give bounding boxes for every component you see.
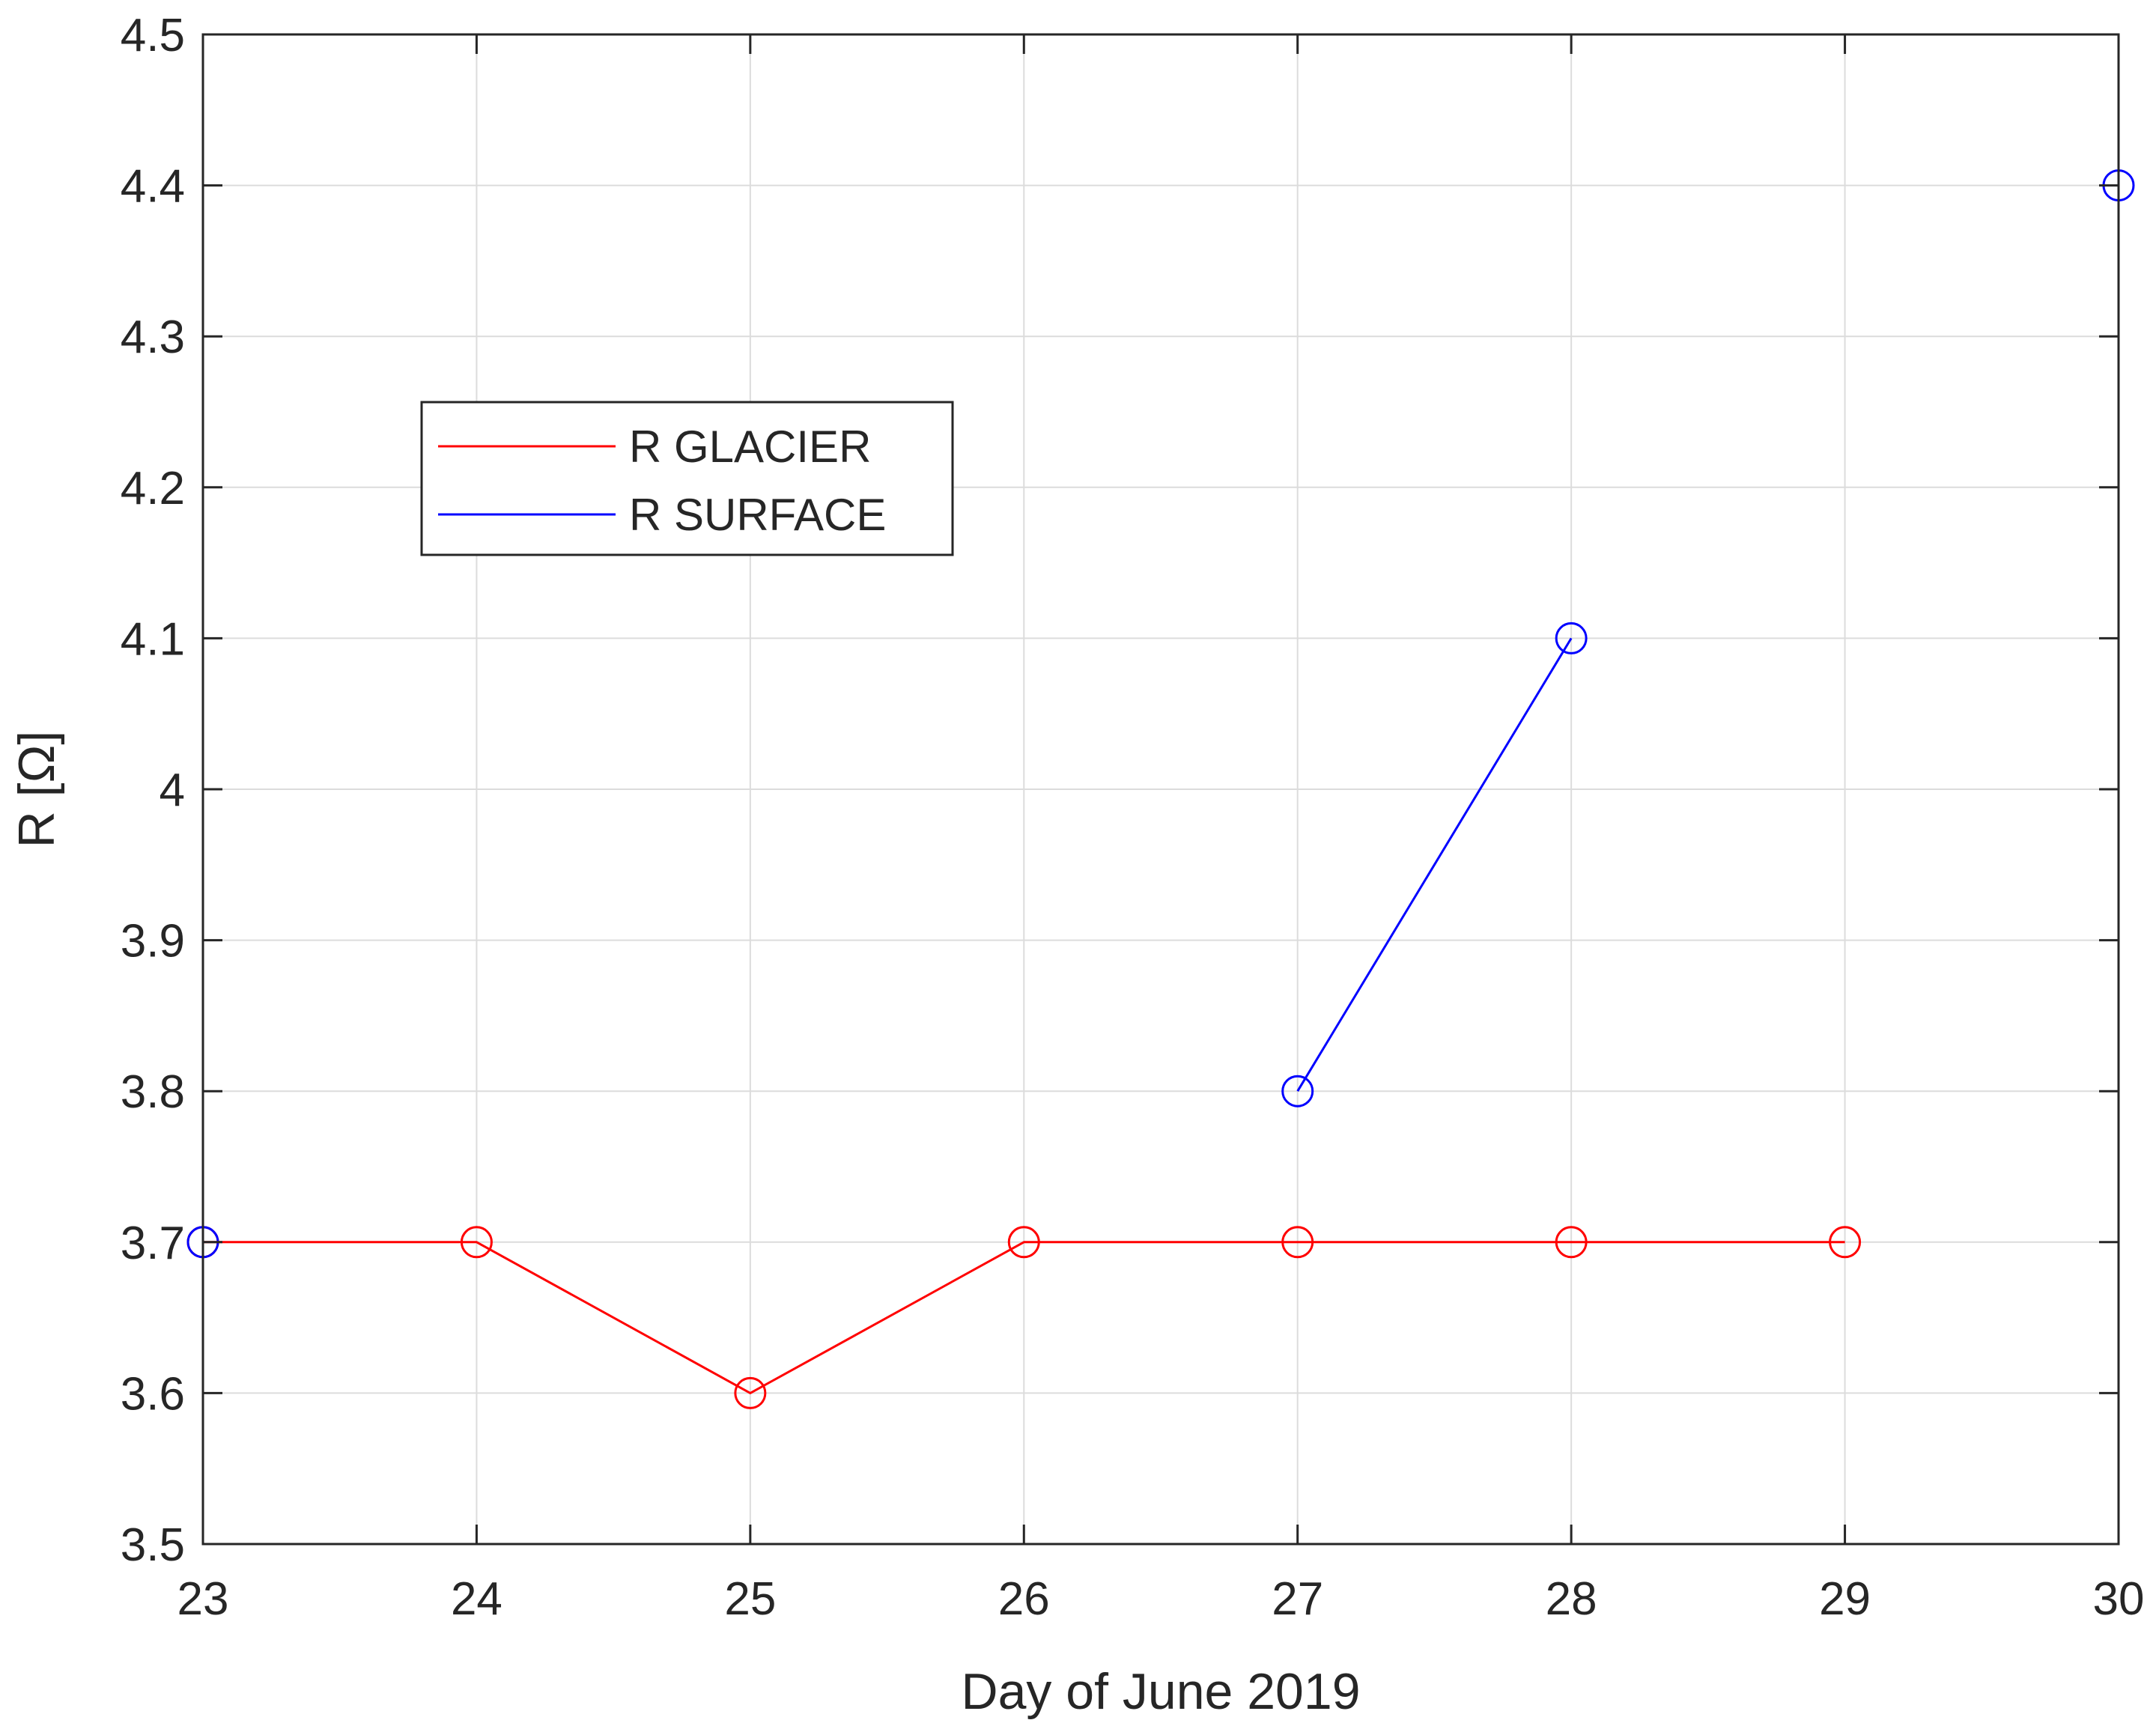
legend-label-glacier: R GLACIER bbox=[629, 422, 871, 472]
tick-labels: 23 24 25 26 27 28 29 30 3.5 3.6 3.7 3.8 3.9 4 4.1 4.2 4.… bbox=[121, 10, 2145, 1625]
series-r-glacier-marker bbox=[460, 1226, 493, 1259]
series-r-glacier-marker bbox=[1007, 1226, 1040, 1259]
grid-lines bbox=[203, 34, 2119, 1544]
series-r-glacier-marker bbox=[1555, 1226, 1588, 1259]
x-tick-label: 29 bbox=[1819, 1573, 1871, 1625]
legend-label-surface: R SURFACE bbox=[629, 490, 886, 540]
x-tick-label: 26 bbox=[998, 1573, 1050, 1625]
y-tick-label: 3.9 bbox=[121, 916, 185, 967]
x-tick-label: 24 bbox=[451, 1573, 502, 1625]
y-tick-label: 4.2 bbox=[121, 463, 185, 514]
x-tick-label: 25 bbox=[724, 1573, 776, 1625]
y-tick-label: 4.1 bbox=[121, 613, 185, 665]
series-r-glacier-marker bbox=[1281, 1226, 1314, 1259]
series-r-surface-marker bbox=[1555, 622, 1588, 654]
series-r-glacier-line bbox=[203, 1241, 1845, 1394]
y-tick-label: 3.8 bbox=[121, 1066, 185, 1118]
series-r-glacier-marker bbox=[1829, 1226, 1862, 1259]
y-tick-label: 3.6 bbox=[121, 1368, 185, 1420]
x-tick-label: 28 bbox=[1546, 1573, 1597, 1625]
y-tick-label: 4.5 bbox=[121, 10, 185, 61]
axis-ticks bbox=[201, 33, 2120, 1546]
x-tick-label: 23 bbox=[177, 1573, 229, 1625]
y-tick-label: 3.7 bbox=[121, 1218, 185, 1269]
legend: R GLACIER R SURFACE bbox=[420, 401, 954, 556]
x-axis-title: Day of June 2019 bbox=[961, 1663, 1360, 1720]
y-tick-label: 4.3 bbox=[121, 312, 185, 363]
series-r-glacier-marker bbox=[734, 1376, 767, 1409]
y-tick-label: 4 bbox=[160, 765, 185, 816]
series-r-surface-line bbox=[1296, 637, 1573, 1092]
y-tick-label: 4.4 bbox=[121, 161, 185, 213]
x-tick-label: 27 bbox=[1272, 1573, 1323, 1625]
series-r-surface-marker bbox=[1281, 1075, 1314, 1107]
x-tick-label: 30 bbox=[2093, 1573, 2145, 1625]
y-tick-label: 3.5 bbox=[121, 1519, 185, 1571]
y-axis-title: R [Ω] bbox=[8, 731, 65, 848]
legend-box bbox=[420, 401, 954, 556]
